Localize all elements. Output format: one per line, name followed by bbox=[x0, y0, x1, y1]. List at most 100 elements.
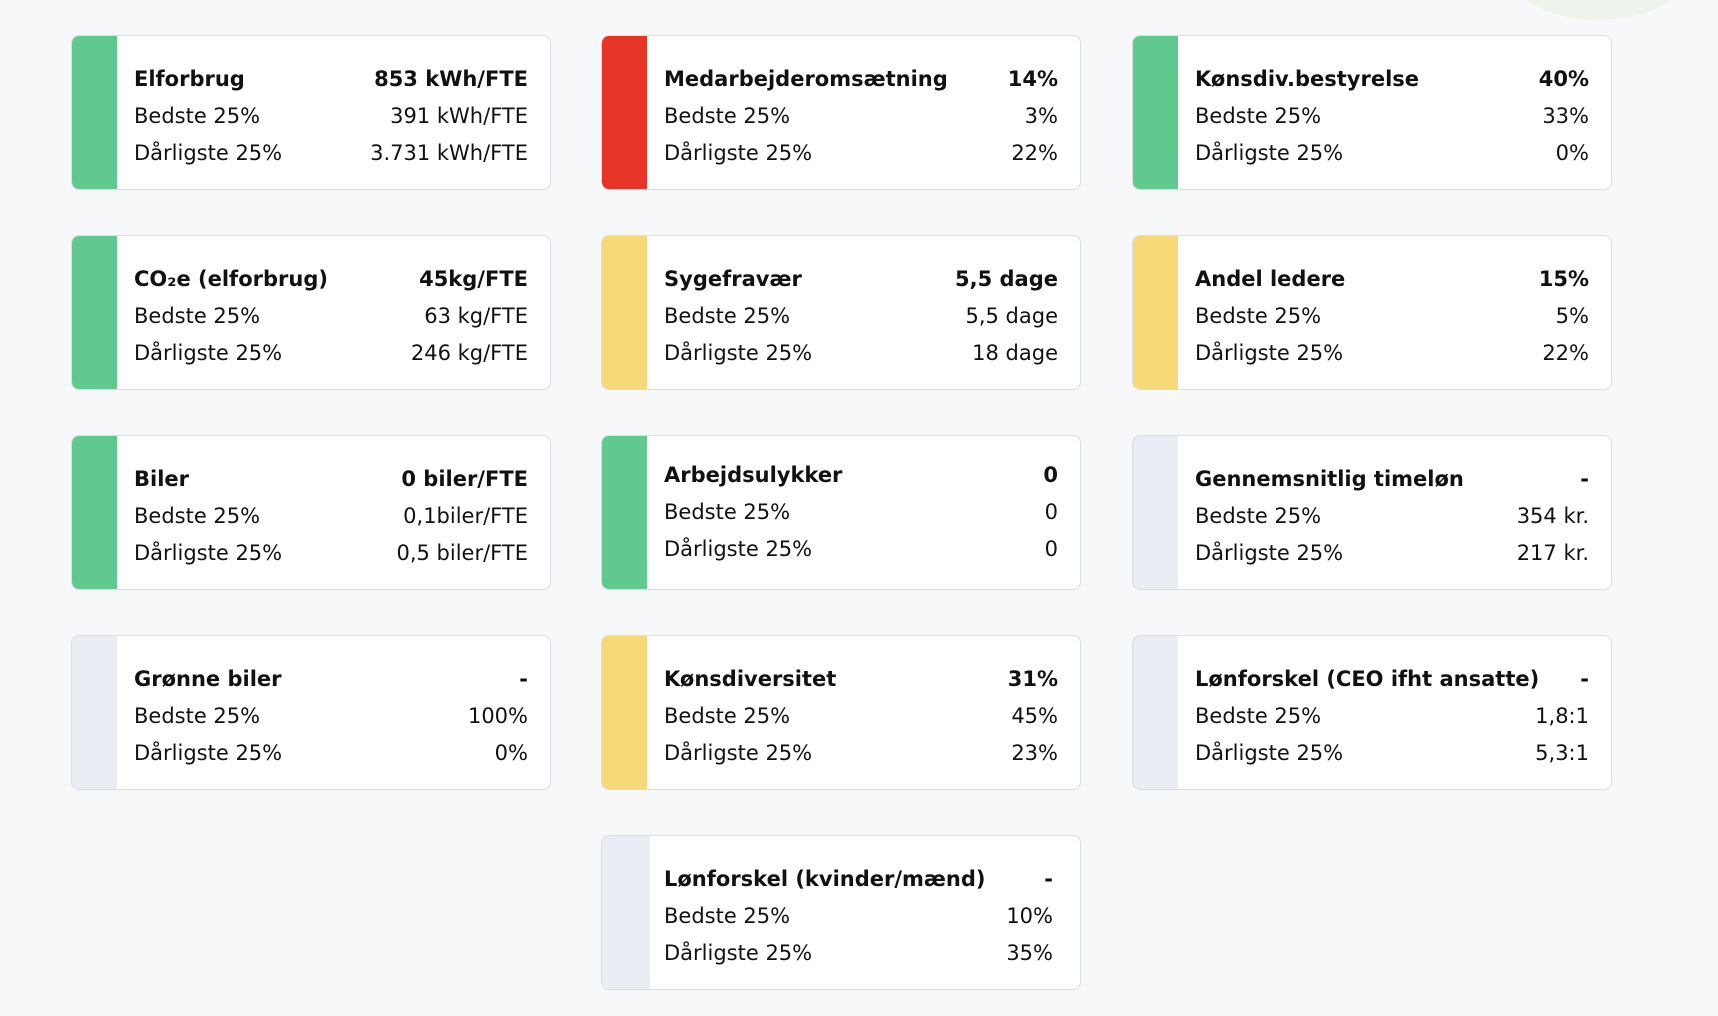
card-title: Medarbejderomsætning bbox=[664, 66, 948, 91]
worst-label: Dårligste 25% bbox=[664, 340, 813, 365]
card-value: 0 biler/FTE bbox=[401, 466, 528, 491]
status-bar bbox=[602, 36, 647, 189]
kpi-card-lonforskel-kvinder-maend[interactable]: Lønforskel (kvinder/mænd) - Bedste 25% 10%… bbox=[601, 835, 1081, 990]
kpi-card-konsdiversitet[interactable]: Kønsdiversitet 31% Bedste 25% 45% Dårligst… bbox=[601, 635, 1081, 790]
status-bar bbox=[72, 636, 117, 789]
worst-value: 35% bbox=[1006, 940, 1053, 965]
worst-label: Dårligste 25% bbox=[664, 140, 813, 165]
status-bar bbox=[1133, 36, 1178, 189]
worst-value: 18 dage bbox=[972, 340, 1058, 365]
best-value: 100% bbox=[467, 703, 528, 728]
worst-value: 5,3:1 bbox=[1535, 740, 1589, 765]
worst-value: 0% bbox=[1555, 140, 1589, 165]
card-title: Arbejdsulykker bbox=[664, 462, 843, 487]
best-label: Bedste 25% bbox=[1195, 103, 1322, 128]
worst-label: Dårligste 25% bbox=[1195, 340, 1344, 365]
card-value: - bbox=[519, 666, 528, 691]
card-title: Grønne biler bbox=[134, 666, 282, 691]
status-bar bbox=[72, 236, 117, 389]
best-label: Bedste 25% bbox=[134, 303, 261, 328]
worst-value: 217 kr. bbox=[1516, 540, 1589, 565]
best-label: Bedste 25% bbox=[134, 103, 261, 128]
card-value: 0 bbox=[1043, 462, 1058, 487]
worst-label: Dårligste 25% bbox=[134, 740, 283, 765]
worst-label: Dårligste 25% bbox=[1195, 140, 1344, 165]
card-title: Kønsdiv.bestyrelse bbox=[1195, 66, 1420, 91]
card-title: CO₂e (elforbrug) bbox=[134, 266, 328, 291]
kpi-card-elforbrug[interactable]: Elforbrug 853 kWh/FTE Bedste 25% 391 kWh/F… bbox=[71, 35, 551, 190]
card-title: Elforbrug bbox=[134, 66, 245, 91]
card-title: Sygefravær bbox=[664, 266, 802, 291]
worst-label: Dårligste 25% bbox=[134, 140, 283, 165]
worst-label: Dårligste 25% bbox=[664, 940, 813, 965]
best-label: Bedste 25% bbox=[664, 303, 791, 328]
best-value: 1,8:1 bbox=[1535, 703, 1589, 728]
worst-value: 0,5 biler/FTE bbox=[396, 540, 528, 565]
card-value: - bbox=[1044, 866, 1053, 891]
kpi-card-sygefravaer[interactable]: Sygefravær 5,5 dage Bedste 25% 5,5 dage Då… bbox=[601, 235, 1081, 390]
best-label: Bedste 25% bbox=[664, 703, 791, 728]
worst-value: 22% bbox=[1542, 340, 1589, 365]
worst-value: 22% bbox=[1011, 140, 1058, 165]
best-value: 0 bbox=[1044, 499, 1058, 524]
worst-label: Dårligste 25% bbox=[1195, 740, 1344, 765]
status-bar bbox=[72, 436, 117, 589]
best-label: Bedste 25% bbox=[1195, 303, 1322, 328]
best-value: 63 kg/FTE bbox=[424, 303, 528, 328]
kpi-card-andel-ledere[interactable]: Andel ledere 15% Bedste 25% 5% Dårligste 2… bbox=[1132, 235, 1612, 390]
best-label: Bedste 25% bbox=[1195, 703, 1322, 728]
card-value: - bbox=[1580, 666, 1589, 691]
best-label: Bedste 25% bbox=[664, 103, 791, 128]
kpi-card-gennemsnitlig-timelon[interactable]: Gennemsnitlig timeløn - Bedste 25% 354 kr.… bbox=[1132, 435, 1612, 590]
kpi-card-medarbejderomsaetning[interactable]: Medarbejderomsætning 14% Bedste 25% 3% Dår… bbox=[601, 35, 1081, 190]
best-value: 5,5 dage bbox=[965, 303, 1058, 328]
card-title: Gennemsnitlig timeløn bbox=[1195, 466, 1464, 491]
best-value: 45% bbox=[1011, 703, 1058, 728]
status-bar bbox=[602, 236, 647, 389]
card-title: Lønforskel (kvinder/mænd) bbox=[664, 866, 986, 891]
kpi-card-biler[interactable]: Biler 0 biler/FTE Bedste 25% 0,1biler/FTE … bbox=[71, 435, 551, 590]
best-value: 354 kr. bbox=[1516, 503, 1589, 528]
corner-decoration bbox=[1508, 0, 1688, 20]
worst-value: 246 kg/FTE bbox=[410, 340, 528, 365]
status-bar bbox=[1133, 436, 1178, 589]
status-bar bbox=[72, 36, 117, 189]
best-label: Bedste 25% bbox=[134, 703, 261, 728]
status-bar bbox=[602, 636, 647, 789]
card-value: 14% bbox=[1007, 66, 1058, 91]
kpi-card-co2e-elforbrug[interactable]: CO₂e (elforbrug) 45kg/FTE Bedste 25% 63 kg… bbox=[71, 235, 551, 390]
card-value: 40% bbox=[1538, 66, 1589, 91]
card-value: - bbox=[1580, 466, 1589, 491]
best-value: 5% bbox=[1555, 303, 1589, 328]
kpi-card-konsdiv-bestyrelse[interactable]: Kønsdiv.bestyrelse 40% Bedste 25% 33% Dårl… bbox=[1132, 35, 1612, 190]
best-value: 0,1biler/FTE bbox=[403, 503, 528, 528]
best-value: 10% bbox=[1006, 903, 1053, 928]
card-value: 5,5 dage bbox=[955, 266, 1058, 291]
worst-value: 3.731 kWh/FTE bbox=[370, 140, 528, 165]
best-label: Bedste 25% bbox=[134, 503, 261, 528]
best-value: 33% bbox=[1542, 103, 1589, 128]
worst-value: 0% bbox=[494, 740, 528, 765]
status-bar bbox=[1133, 636, 1178, 789]
kpi-card-gronne-biler[interactable]: Grønne biler - Bedste 25% 100% Dårligste 2… bbox=[71, 635, 551, 790]
worst-label: Dårligste 25% bbox=[664, 740, 813, 765]
card-value: 853 kWh/FTE bbox=[374, 66, 528, 91]
worst-value: 23% bbox=[1011, 740, 1058, 765]
worst-value: 0 bbox=[1044, 536, 1058, 561]
best-value: 391 kWh/FTE bbox=[390, 103, 528, 128]
worst-label: Dårligste 25% bbox=[134, 540, 283, 565]
kpi-card-arbejdsulykker[interactable]: Arbejdsulykker 0 Bedste 25% 0 Dårligste 25… bbox=[601, 435, 1081, 590]
card-value: 15% bbox=[1538, 266, 1589, 291]
best-label: Bedste 25% bbox=[664, 903, 791, 928]
best-value: 3% bbox=[1024, 103, 1058, 128]
card-title: Andel ledere bbox=[1195, 266, 1346, 291]
card-value: 31% bbox=[1007, 666, 1058, 691]
kpi-card-lonforskel-ceo[interactable]: Lønforskel (CEO ifht ansatte) - Bedste 25… bbox=[1132, 635, 1612, 790]
worst-label: Dårligste 25% bbox=[664, 536, 813, 561]
status-bar bbox=[1133, 236, 1178, 389]
card-title: Kønsdiversitet bbox=[664, 666, 837, 691]
status-bar bbox=[602, 836, 650, 989]
status-bar bbox=[602, 436, 647, 589]
card-title: Lønforskel (CEO ifht ansatte) bbox=[1195, 666, 1540, 691]
